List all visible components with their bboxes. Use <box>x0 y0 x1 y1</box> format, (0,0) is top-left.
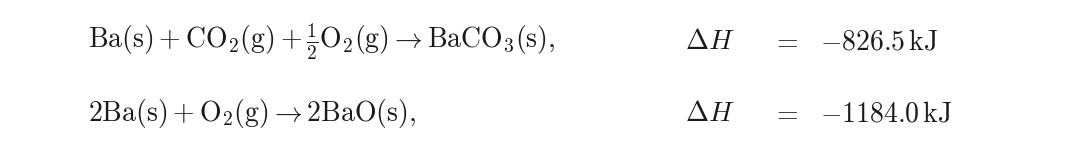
Text: $\Delta H$: $\Delta H$ <box>686 27 735 55</box>
Text: $=$: $=$ <box>771 99 798 127</box>
Text: $-1184.0\,\mathrm{kJ}$: $-1184.0\,\mathrm{kJ}$ <box>820 99 953 127</box>
Text: $=$: $=$ <box>771 27 798 55</box>
Text: $-826.5\,\mathrm{kJ}$: $-826.5\,\mathrm{kJ}$ <box>820 27 939 55</box>
Text: $\Delta H$: $\Delta H$ <box>686 99 735 127</box>
Text: $\mathrm{Ba(s) + CO_2(g) + \frac{1}{2}O_2(g) \rightarrow BaCO_3(s),}$: $\mathrm{Ba(s) + CO_2(g) + \frac{1}{2}O_… <box>87 21 555 62</box>
Text: $\mathrm{2Ba(s) + O_2(g) \rightarrow 2BaO(s),}$: $\mathrm{2Ba(s) + O_2(g) \rightarrow 2Ba… <box>87 97 416 130</box>
